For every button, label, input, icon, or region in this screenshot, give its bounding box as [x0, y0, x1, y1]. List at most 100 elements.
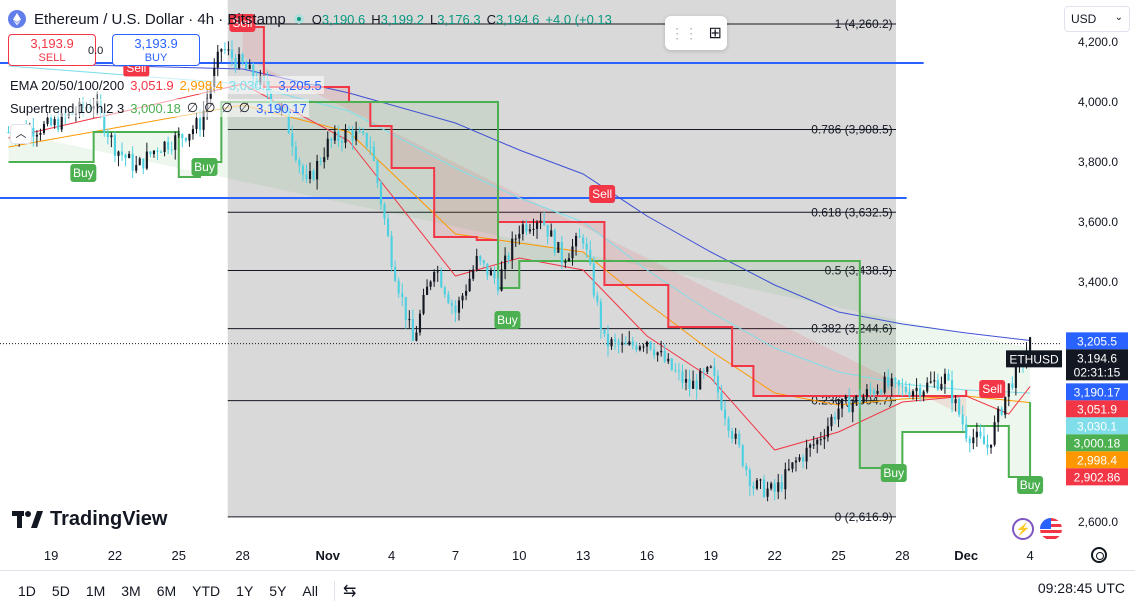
candle-body [106, 133, 109, 138]
candle-body [386, 218, 390, 237]
lightning-icon[interactable]: ⚡ [1012, 518, 1034, 540]
candle-body [42, 123, 46, 134]
candle-body [919, 387, 922, 397]
supertrend-legend[interactable]: Supertrend 10 hl2 3 3,000.18 ∅ ∅ ∅ ∅ 3,1… [8, 99, 309, 117]
timeframe-all[interactable]: All [302, 583, 318, 599]
timeframe-5d[interactable]: 5D [51, 583, 70, 599]
timeframe-3m[interactable]: 3M [121, 583, 141, 599]
date-range-icon[interactable]: ⇆ [342, 583, 357, 600]
sell-button[interactable]: 3,193.9 SELL [8, 34, 96, 66]
timeframe-1d[interactable]: 1D [18, 583, 36, 599]
collapse-legend-button[interactable]: ︿ [10, 124, 32, 144]
time-axis: 19 22 25 28 Nov 4 7 10 13 16 19 22 25 28 Dec 4 [44, 548, 1034, 563]
spread-value: 0.0 [88, 45, 104, 57]
candle-body [60, 113, 63, 130]
candle-body [688, 378, 691, 389]
open-label: O [311, 11, 322, 27]
candle-body [695, 380, 698, 390]
candle-body [677, 370, 680, 372]
candle-body [120, 151, 124, 155]
candle-body [624, 342, 627, 345]
candle-body [1029, 337, 1032, 353]
candle-body [731, 430, 734, 439]
candle-body [337, 131, 340, 141]
ethereum-logo-icon[interactable] [8, 10, 26, 28]
candle-body [794, 460, 798, 463]
candle-body [713, 366, 716, 376]
candle-body [816, 439, 819, 445]
candle-body [645, 341, 649, 347]
candle-body [135, 165, 138, 171]
candle-body [159, 151, 163, 153]
symbol-tag [1006, 350, 1062, 368]
candle-body [915, 387, 918, 392]
price-chart[interactable]: 1 (4,260.2) 0.786 (3,908.5) 0.618 (3,632.5… [0, 0, 1135, 570]
candle-body [571, 246, 574, 259]
buy-button[interactable]: 3,193.9 BUY [112, 34, 200, 66]
candle-body [110, 135, 113, 138]
candle-body [699, 370, 702, 390]
candle-body [557, 242, 560, 253]
us-flag-icon[interactable] [1040, 518, 1062, 540]
buy-signal-badge [494, 311, 521, 329]
candle-body [351, 130, 354, 141]
timeframe-1y[interactable]: 1Y [236, 583, 254, 599]
candle-body [191, 129, 195, 135]
timeframe-ytd[interactable]: YTD [192, 583, 221, 599]
candle-body [681, 371, 684, 383]
tradingview-logo[interactable]: TradingView [12, 508, 167, 531]
object-tree-icon[interactable]: ⊞ [708, 25, 722, 42]
ema-50-line [8, 104, 1031, 406]
candle-body [617, 341, 620, 345]
candle-body [167, 141, 170, 150]
candle-body [269, 93, 273, 105]
candle-body [128, 153, 131, 159]
candle-body [791, 462, 794, 469]
candle-body [465, 290, 468, 296]
ema-legend[interactable]: EMA 20/50/100/200 3,051.9 2,998.4 3,030.… [8, 76, 324, 94]
candle-body [801, 457, 805, 462]
candle-body [929, 381, 932, 383]
candle-body [958, 399, 961, 415]
time-tick: 16 [640, 548, 654, 563]
candle-body [553, 230, 556, 253]
sell-signal-label: Sell [592, 187, 612, 201]
candle-body [954, 399, 957, 404]
currency-select[interactable]: USD ⌄ [1064, 6, 1130, 32]
candle-body [585, 243, 588, 250]
candle-body [457, 300, 461, 313]
price-label-box [1066, 468, 1128, 486]
candle-body [454, 305, 457, 313]
symbol-title[interactable]: Ethereum / U.S. Dollar · 4h · Bitstamp [34, 10, 286, 28]
candle-body [649, 341, 652, 350]
candle-body [514, 238, 517, 240]
candle-body [53, 119, 56, 126]
drag-handle-icon[interactable]: ⋮⋮ [670, 24, 699, 41]
high-value: 3,199.2 [380, 11, 425, 27]
candle-body [482, 260, 485, 264]
utc-clock[interactable]: 09:28:45 UTC [1037, 580, 1125, 596]
candle-body [599, 301, 602, 330]
candle-body [333, 131, 336, 141]
candle-body [401, 293, 404, 297]
buy-label: BUY [144, 52, 168, 64]
candle-body [188, 134, 191, 141]
buy-signal-label: Buy [497, 313, 518, 327]
fib-label-0.382: 0.382 (3,244.6) [811, 322, 892, 336]
timeframe-6m[interactable]: 6M [156, 583, 177, 599]
timeframe-1m[interactable]: 1M [85, 583, 106, 599]
chevron-down-icon: ⌄ [1114, 12, 1123, 23]
candle-body [752, 485, 755, 489]
candle-body [610, 339, 613, 347]
symbol-tag-label: ETHUSD [1009, 352, 1059, 366]
timeframe-5y[interactable]: 5Y [269, 583, 287, 599]
candle-body [429, 281, 432, 287]
price-tick: 3,600.0 [1078, 215, 1118, 229]
candle-body [989, 444, 993, 448]
tradingview-logo-icon [12, 510, 43, 528]
candle-body [35, 134, 38, 137]
settings-gear-icon[interactable] [1091, 547, 1107, 563]
candle-body [493, 270, 496, 279]
candle-body [234, 58, 237, 69]
candle-body [823, 437, 826, 440]
